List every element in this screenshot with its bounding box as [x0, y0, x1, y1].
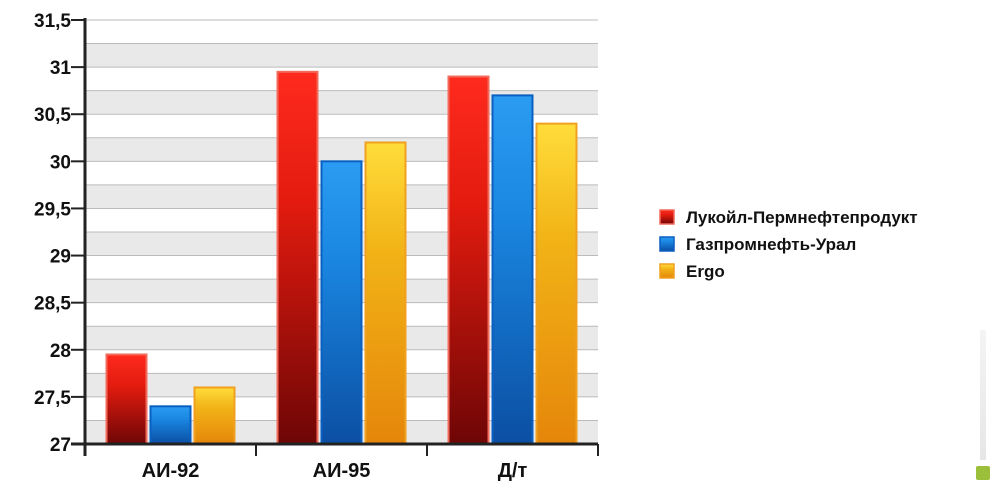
bar [105, 353, 148, 445]
y-tick-label: 31,5 [34, 11, 71, 32]
y-tick-label: 27 [50, 435, 71, 456]
bar [276, 70, 319, 445]
y-tick-label: 30,5 [34, 105, 71, 126]
bar [535, 122, 578, 446]
y-tick-label: 30 [50, 152, 71, 173]
bar [491, 94, 534, 445]
watermark-logo [976, 466, 990, 480]
x-axis: АИ-92 АИ-95 Д/т [71, 442, 599, 482]
x-tick-label: Д/т [498, 460, 528, 482]
x-tick-label: АИ-95 [313, 460, 371, 482]
legend-swatch [659, 209, 675, 225]
legend-swatch [659, 263, 675, 279]
bar [149, 405, 192, 445]
bar [320, 160, 363, 445]
y-tick-label: 28 [50, 341, 71, 362]
legend-swatch [659, 236, 675, 252]
legend-label: Ergo [686, 262, 725, 281]
watermark-strip [980, 330, 986, 460]
bar [193, 386, 236, 446]
grid-band [85, 43, 598, 68]
bar [364, 141, 407, 445]
x-tick-label: АИ-92 [142, 460, 200, 482]
legend-label: Лукойл-Пермнефтепродукт [686, 208, 918, 227]
watermark [974, 330, 992, 480]
legend: Лукойл-Пермнефтепродукт Газпромнефть-Урал… [659, 208, 918, 281]
y-tick-label: 29,5 [34, 199, 71, 220]
y-tick-label: 27,5 [34, 388, 71, 409]
bar [447, 75, 490, 446]
y-axis: 27 27,5 28 28,5 29 29,5 30 30,5 31 31,5 [34, 11, 87, 456]
plot-area [85, 19, 598, 446]
y-tick-label: 28,5 [34, 294, 71, 315]
y-tick-label: 31 [50, 58, 72, 79]
y-tick-label: 29 [50, 247, 71, 268]
legend-label: Газпромнефть-Урал [686, 235, 856, 254]
